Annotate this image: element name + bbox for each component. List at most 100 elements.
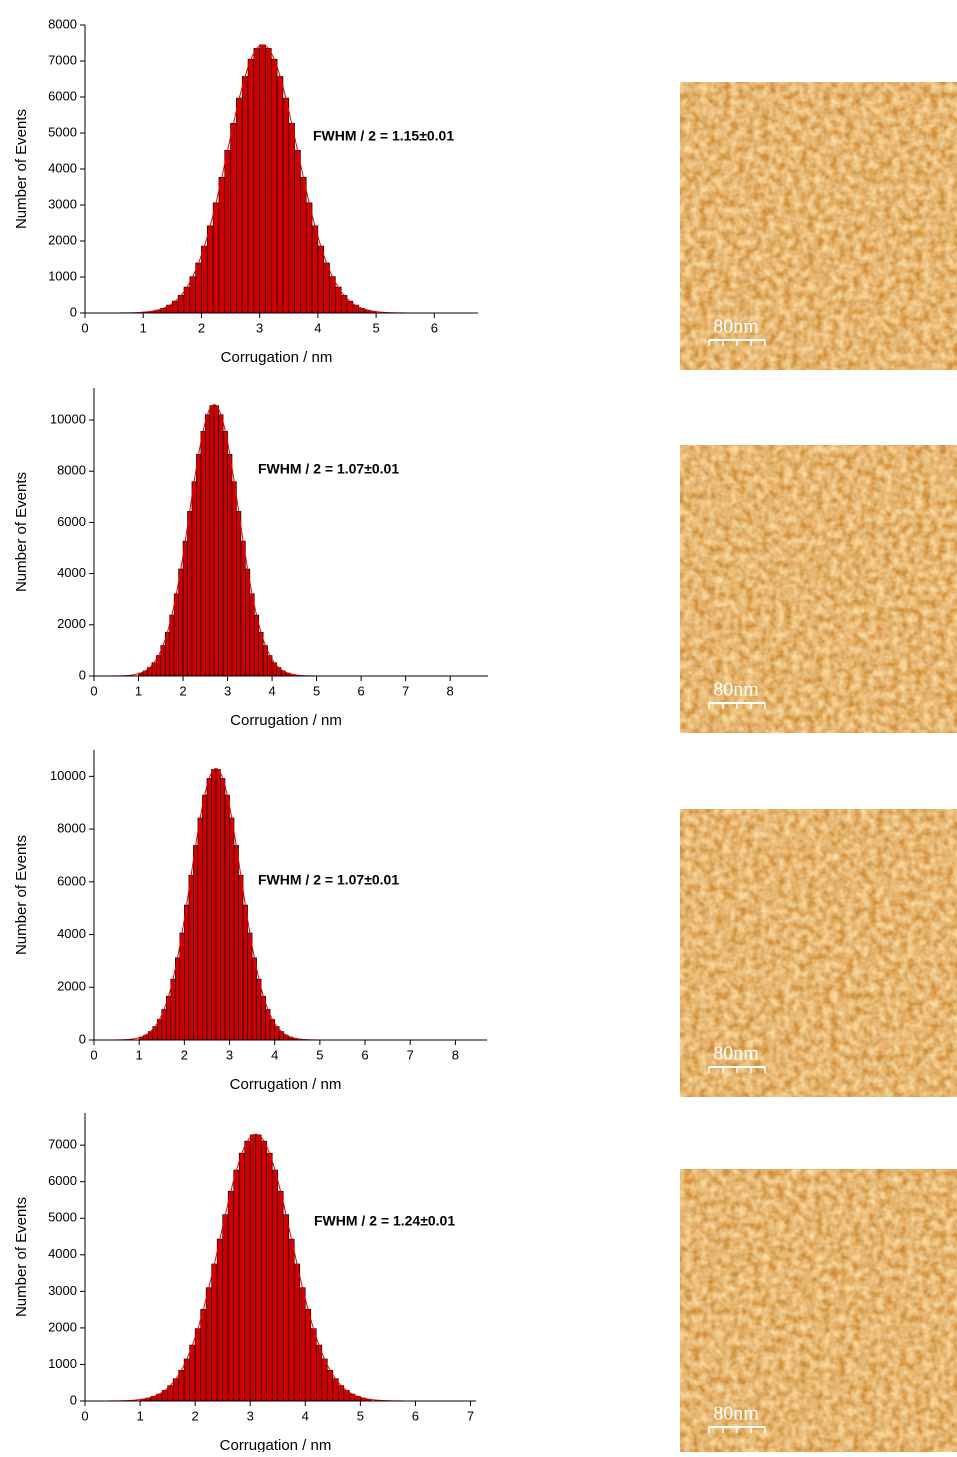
bar — [212, 202, 220, 314]
y-tick-label: 0 — [79, 1031, 86, 1046]
bar — [305, 202, 313, 314]
annotation: FWHM / 2 = 1.24±0.01 — [314, 1213, 455, 1229]
bar — [245, 568, 251, 677]
bar — [247, 58, 255, 314]
x-tick-label: 2 — [198, 320, 205, 335]
bar — [201, 245, 208, 314]
afm-texture — [680, 445, 957, 733]
bar — [224, 794, 230, 1041]
bar — [187, 511, 193, 677]
bar — [241, 76, 249, 314]
bar — [216, 1238, 223, 1402]
bar — [253, 614, 260, 677]
x-tick-label: 0 — [90, 1047, 97, 1062]
scale-label: 80nm — [713, 1043, 759, 1065]
bar — [209, 405, 215, 677]
fit-curve — [94, 404, 488, 677]
bar — [282, 97, 290, 314]
y-tick-label: 2000 — [48, 1319, 77, 1334]
y-tick-label: 1000 — [48, 1356, 77, 1371]
bar — [173, 593, 179, 677]
x-tick-label: 8 — [452, 1047, 459, 1062]
x-tick-label: 3 — [256, 320, 263, 335]
y-tick-label: 0 — [79, 667, 86, 682]
annotation: FWHM / 2 = 1.15±0.01 — [313, 128, 454, 144]
bar — [293, 1263, 301, 1402]
bar — [218, 414, 224, 677]
bar — [321, 1358, 328, 1402]
bar — [249, 593, 255, 677]
bar — [240, 540, 246, 677]
bar — [277, 1190, 284, 1402]
x-tick-label: 0 — [81, 1408, 88, 1423]
bar — [329, 276, 336, 314]
bar — [200, 1308, 207, 1402]
y-tick-label: 2000 — [57, 616, 86, 631]
x-tick-label: 4 — [314, 320, 321, 335]
y-tick-label: 7000 — [48, 52, 77, 67]
bar — [178, 568, 184, 677]
bar — [224, 149, 231, 314]
histogram-panel: 0 2000 4000 6000 8000 10000 0 1 2 3 4 5 6 7 8 Corrugati… — [13, 388, 488, 729]
bar — [194, 1328, 201, 1402]
y-axis-title: Number of Events — [13, 472, 30, 592]
bar — [327, 1369, 334, 1402]
bar — [189, 276, 196, 314]
y-tick-label: 8000 — [48, 16, 77, 31]
x-tick-label: 2 — [192, 1408, 199, 1423]
annotation: FWHM / 2 = 1.07±0.01 — [258, 872, 399, 888]
x-tick-label: 3 — [226, 1047, 233, 1062]
bar — [206, 778, 212, 1041]
bar — [196, 454, 202, 677]
bar — [191, 481, 197, 677]
y-tick-label: 4000 — [57, 926, 86, 941]
y-tick-label: 8000 — [57, 821, 86, 836]
afm-image: 80nm — [680, 809, 957, 1097]
bar — [266, 1152, 273, 1402]
y-tick-label: 4000 — [48, 1246, 77, 1261]
bar — [236, 511, 242, 677]
x-axis-title: Corrugation / nm — [220, 1437, 332, 1452]
bar — [260, 995, 266, 1041]
bar — [195, 262, 202, 314]
bar — [202, 794, 208, 1041]
bar — [206, 225, 214, 314]
bar — [238, 874, 244, 1041]
afm-texture — [680, 82, 957, 370]
x-tick-label: 1 — [140, 320, 147, 335]
x-tick-label: 3 — [247, 1408, 254, 1423]
y-tick-label: 5000 — [48, 1210, 77, 1225]
x-tick-label: 1 — [136, 1408, 143, 1423]
x-axis-title: Corrugation / nm — [230, 712, 342, 729]
x-tick-label: 3 — [224, 683, 231, 698]
x-tick-label: 5 — [316, 1047, 323, 1062]
bar — [205, 1287, 212, 1402]
bar — [200, 430, 206, 677]
y-tick-label: 0 — [70, 304, 77, 319]
bar — [211, 769, 217, 1041]
y-tick-label: 6000 — [48, 1173, 77, 1188]
bar — [294, 149, 301, 314]
x-tick-label: 2 — [179, 683, 186, 698]
x-tick-label: 1 — [136, 1047, 143, 1062]
x-tick-label: 7 — [467, 1408, 474, 1423]
histogram-panel: 0 1000 2000 3000 4000 5000 6000 7000 8000 0 1 2 3 4 5 6… — [13, 16, 478, 366]
y-axis-title: Number of Events — [13, 835, 30, 955]
y-tick-label: 6000 — [57, 514, 86, 529]
y-tick-label: 10000 — [50, 411, 86, 426]
bar — [215, 769, 221, 1041]
x-tick-label: 6 — [361, 1047, 368, 1062]
x-axis-title: Corrugation / nm — [230, 1076, 342, 1093]
bar — [265, 48, 272, 314]
bar — [276, 76, 284, 314]
bar — [259, 44, 266, 314]
annotation: FWHM / 2 = 1.07±0.01 — [258, 461, 399, 477]
afm-image: 80nm — [680, 82, 957, 370]
bar — [231, 481, 237, 677]
bar — [233, 1169, 240, 1402]
x-tick-label: 2 — [181, 1047, 188, 1062]
bar — [220, 778, 226, 1041]
x-tick-label: 5 — [357, 1408, 364, 1423]
bar — [230, 122, 237, 314]
